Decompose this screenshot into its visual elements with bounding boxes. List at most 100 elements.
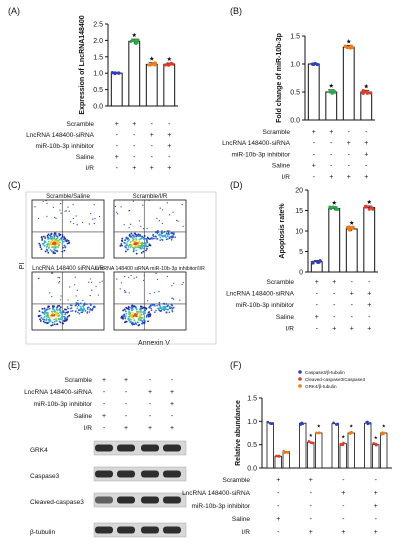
flow-event <box>120 243 123 245</box>
panel-b-data-point <box>364 90 368 94</box>
flow-event <box>53 248 55 251</box>
flow-event <box>46 243 48 246</box>
panel-d-condition-sign: + <box>332 279 336 286</box>
flow-event <box>141 316 143 319</box>
flow-event <box>52 252 55 254</box>
flow-event <box>128 317 130 320</box>
flow-event <box>54 239 56 242</box>
flow-event <box>156 238 159 240</box>
flow-event <box>43 307 46 310</box>
panel-letter: (B) <box>230 6 242 16</box>
flow-event <box>56 323 59 325</box>
flow-event <box>150 309 153 312</box>
flow-event <box>136 234 139 236</box>
panel-f-data-point <box>300 421 303 425</box>
flow-event <box>126 237 129 239</box>
flow-event <box>55 312 58 315</box>
panel-a-data-point <box>153 63 157 67</box>
panel-f-condition-sign: - <box>375 516 378 523</box>
flow-plot-title: LncRNA 148400 siRNA/I/R <box>32 266 104 272</box>
flow-event <box>47 238 50 240</box>
panel-d-data-point <box>335 207 340 211</box>
flow-event <box>44 241 47 243</box>
flow-event <box>79 305 82 308</box>
flow-event <box>58 233 61 235</box>
flow-event <box>172 236 175 238</box>
flow-event <box>51 246 54 249</box>
flow-event <box>39 318 41 321</box>
panel-b-condition-label: I/R <box>282 174 291 181</box>
flow-event <box>46 215 48 217</box>
panel-a-y-tick-label: 0.5 <box>93 87 103 94</box>
flow-event <box>172 211 174 213</box>
flow-event <box>129 306 131 309</box>
flow-event <box>169 307 172 310</box>
flow-event <box>53 323 56 326</box>
panel-c-flow: Scramble/Saline Scramble/I/R LncRNA 148400… <box>19 191 217 347</box>
flow-event <box>136 242 139 244</box>
flow-event <box>165 303 168 305</box>
flow-event <box>64 245 67 248</box>
flow-event <box>174 236 177 238</box>
panel-d-data-point <box>316 260 320 265</box>
panel-letter: (F) <box>230 360 242 370</box>
flow-event <box>48 244 51 247</box>
flow-event <box>140 244 143 247</box>
flow-event <box>155 236 158 238</box>
panel-e-condition-sign: - <box>125 413 128 420</box>
panel-f-bar <box>380 432 388 469</box>
flow-event <box>43 315 46 318</box>
panel-f-data-point <box>332 421 335 425</box>
blot-band <box>141 444 159 452</box>
panel-e-condition-label: LncRNA 148400-siRNA <box>24 389 93 396</box>
panel-f-y-tick-label: 1.5 <box>247 396 257 403</box>
panel-a-condition-label: miR-10b-3p inhibitor <box>35 143 94 150</box>
flow-event <box>135 307 138 310</box>
flow-event <box>152 234 154 237</box>
flow-event <box>86 303 88 306</box>
flow-plot-title: Scramble/Saline <box>46 194 90 200</box>
flow-event <box>90 304 92 306</box>
flow-event <box>92 218 94 220</box>
flow-event <box>51 321 54 324</box>
blot-strip <box>93 440 187 456</box>
panel-f-bar <box>339 443 347 469</box>
flow-event <box>134 321 137 324</box>
flow-event <box>132 238 135 241</box>
flow-event <box>145 249 147 252</box>
flow-event <box>46 315 48 318</box>
flow-event <box>42 200 44 203</box>
flow-event <box>80 307 82 310</box>
flow-event <box>50 324 53 327</box>
panel-a-condition-sign: - <box>133 154 136 161</box>
panel-d-condition-sign: - <box>316 302 319 309</box>
flow-event <box>53 321 56 323</box>
blot-band <box>95 496 113 504</box>
panel-a-condition-sign: - <box>116 132 119 139</box>
flow-event <box>40 248 43 251</box>
flow-event <box>49 242 51 245</box>
panel-e-condition-sign: - <box>171 377 174 384</box>
flow-event <box>57 312 59 315</box>
flow-event <box>68 241 71 244</box>
panel-f-condition-sign: + <box>276 516 280 523</box>
flow-event <box>83 304 85 306</box>
panel-b-data-point <box>368 91 373 95</box>
flow-event <box>126 248 129 251</box>
flow-event <box>61 234 64 236</box>
panel-e-condition-sign: + <box>124 425 128 432</box>
flow-event <box>59 306 62 309</box>
panel-f-data-point <box>372 441 375 445</box>
flow-event <box>113 220 115 222</box>
flow-event <box>135 243 137 246</box>
flow-event <box>127 305 130 308</box>
flow-event <box>57 276 59 278</box>
panel-f-y-tick-label: 0.5 <box>247 442 257 449</box>
flow-event <box>127 246 130 248</box>
flow-event <box>164 306 167 309</box>
panel-b-condition-label: miR-10b-3p inhibitor <box>231 151 290 158</box>
flow-event <box>71 304 73 307</box>
flow-event <box>139 305 142 308</box>
panel-a-y-axis-label: Expression of LncRNA148400 <box>79 15 86 114</box>
flow-event <box>60 212 62 214</box>
